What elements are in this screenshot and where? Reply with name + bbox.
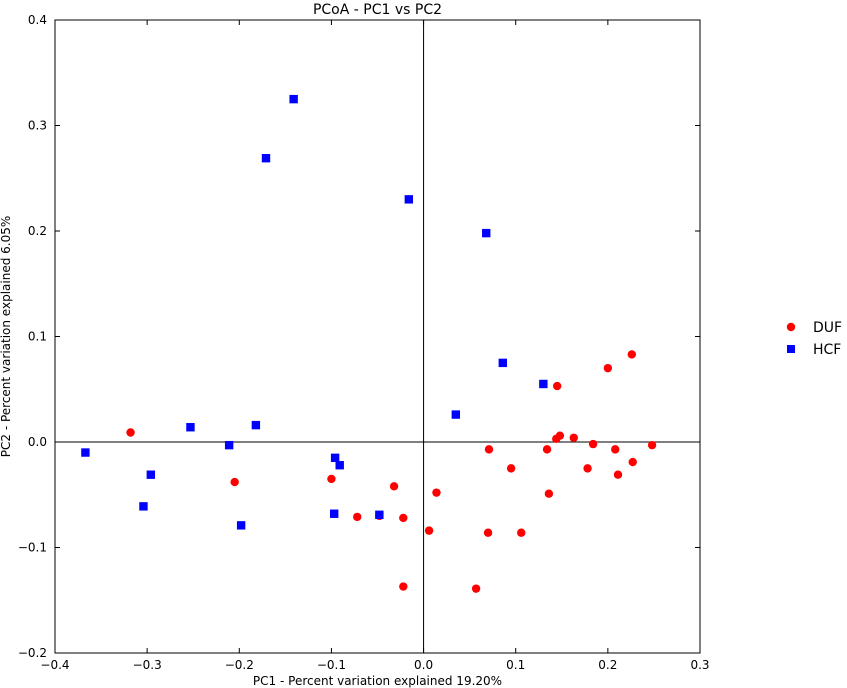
point-duf — [471, 584, 481, 593]
point-hcf — [330, 453, 340, 463]
y-tick-label: 0.0 — [28, 435, 47, 449]
y-tick-label: 0.3 — [28, 119, 47, 133]
legend-marker — [787, 345, 795, 353]
legend-item-duf: DUF — [786, 320, 842, 336]
point-hcf — [482, 228, 491, 238]
point-hcf — [236, 521, 246, 530]
point-duf — [506, 464, 516, 473]
point-duf — [588, 439, 598, 449]
legend: DUF HCF — [786, 320, 842, 358]
point-hcf — [375, 510, 384, 519]
point-duf — [628, 457, 637, 467]
point-hcf — [146, 470, 156, 479]
x-axis-title: PC1 - Percent variation explained 19.20% — [253, 674, 502, 688]
point-duf — [432, 488, 441, 497]
x-tick-label: −0.4 — [40, 658, 69, 672]
point-duf — [399, 582, 408, 591]
y-tick-label: 0.2 — [28, 224, 47, 238]
legend-marker — [786, 322, 796, 332]
chart-title: PCoA - PC1 vs PC2 — [313, 2, 442, 18]
x-tick-label: 0.2 — [598, 658, 617, 672]
x-tick-label: −0.3 — [133, 658, 162, 672]
point-hcf — [139, 502, 148, 511]
series-hcf — [81, 94, 548, 530]
point-duf — [552, 381, 562, 391]
point-hcf — [451, 410, 461, 419]
legend-label: HCF — [813, 342, 841, 358]
y-tick-label: −0.1 — [18, 541, 47, 555]
point-duf — [542, 445, 552, 454]
point-duf — [603, 363, 613, 373]
point-hcf — [289, 94, 298, 104]
x-tick-label: 0.1 — [506, 658, 525, 672]
point-duf — [611, 445, 620, 454]
point-duf — [544, 489, 554, 498]
x-tick-label: −0.2 — [225, 658, 254, 672]
point-hcf — [335, 461, 344, 470]
legend-label: DUF — [813, 320, 842, 336]
axis-ticks: −0.4 −0.3 −0.2 −0.1 0.0 0.1 0.2 0.3 −0.2 −0.1 0.0 0… — [18, 13, 710, 672]
point-duf — [389, 482, 399, 491]
point-duf — [424, 526, 434, 535]
y-tick-label: 0.1 — [28, 330, 47, 344]
x-tick-label: 0.0 — [414, 658, 433, 672]
point-duf — [613, 470, 623, 479]
point-duf — [484, 445, 494, 454]
point-hcf — [498, 358, 508, 368]
point-duf — [555, 431, 565, 440]
point-duf — [399, 513, 408, 523]
point-hcf — [404, 195, 414, 204]
point-hcf — [81, 448, 90, 457]
x-tick-label: −0.1 — [317, 658, 346, 672]
point-hcf — [261, 154, 271, 163]
point-hcf — [329, 509, 339, 518]
point-duf — [627, 350, 637, 359]
point-hcf — [224, 440, 234, 450]
legend-item-hcf: HCF — [787, 342, 841, 358]
point-hcf — [251, 420, 261, 430]
point-duf — [583, 464, 592, 473]
point-duf — [647, 440, 657, 450]
point-duf — [483, 528, 493, 537]
y-tick-label: −0.2 — [18, 646, 47, 660]
point-hcf — [186, 423, 195, 432]
point-hcf — [539, 379, 548, 389]
point-duf — [126, 428, 135, 437]
y-axis-title: PC2 - Percent variation explained 6.05% — [0, 216, 13, 458]
point-duf — [569, 433, 578, 442]
point-duf — [327, 474, 336, 484]
data-points — [81, 94, 657, 593]
point-duf — [517, 528, 526, 537]
point-duf — [353, 512, 362, 522]
y-tick-label: 0.4 — [28, 13, 47, 27]
plot-frame — [54, 19, 701, 654]
series-duf — [126, 350, 657, 593]
point-duf — [230, 477, 239, 487]
x-tick-label: 0.3 — [690, 658, 709, 672]
